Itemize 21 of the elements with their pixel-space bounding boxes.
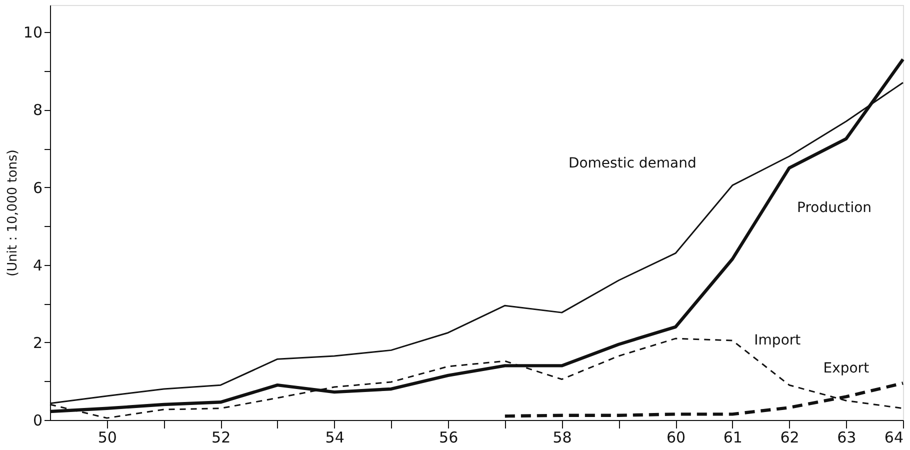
x-tick-label: 61 — [723, 428, 742, 446]
y-axis-title: (Unit : 10,000 tons) — [5, 150, 20, 276]
y-tick-label: 6 — [32, 178, 42, 197]
y-tick-label: 0 — [32, 412, 42, 430]
x-tick-label: 52 — [212, 428, 231, 446]
x-tick-label: 50 — [98, 428, 117, 446]
y-tick-label: 8 — [32, 101, 42, 120]
y-tick-label: 4 — [32, 256, 42, 274]
series-label: Import — [754, 332, 802, 348]
x-tick-label: 62 — [780, 428, 800, 446]
x-tick-label: 63 — [837, 428, 856, 446]
series-label: Export — [823, 360, 870, 377]
x-tick-label: 60 — [666, 428, 686, 446]
x-tick-label: 56 — [439, 428, 458, 446]
y-tick-label: 10 — [23, 24, 42, 42]
series-label: Production — [797, 200, 872, 216]
y-tick-label: 2 — [32, 334, 42, 352]
text: Domestic demand — [568, 155, 696, 172]
x-tick-label: 54 — [325, 428, 344, 446]
x-tick-label: 64 — [884, 428, 904, 446]
x-tick-label: 58 — [552, 428, 572, 446]
